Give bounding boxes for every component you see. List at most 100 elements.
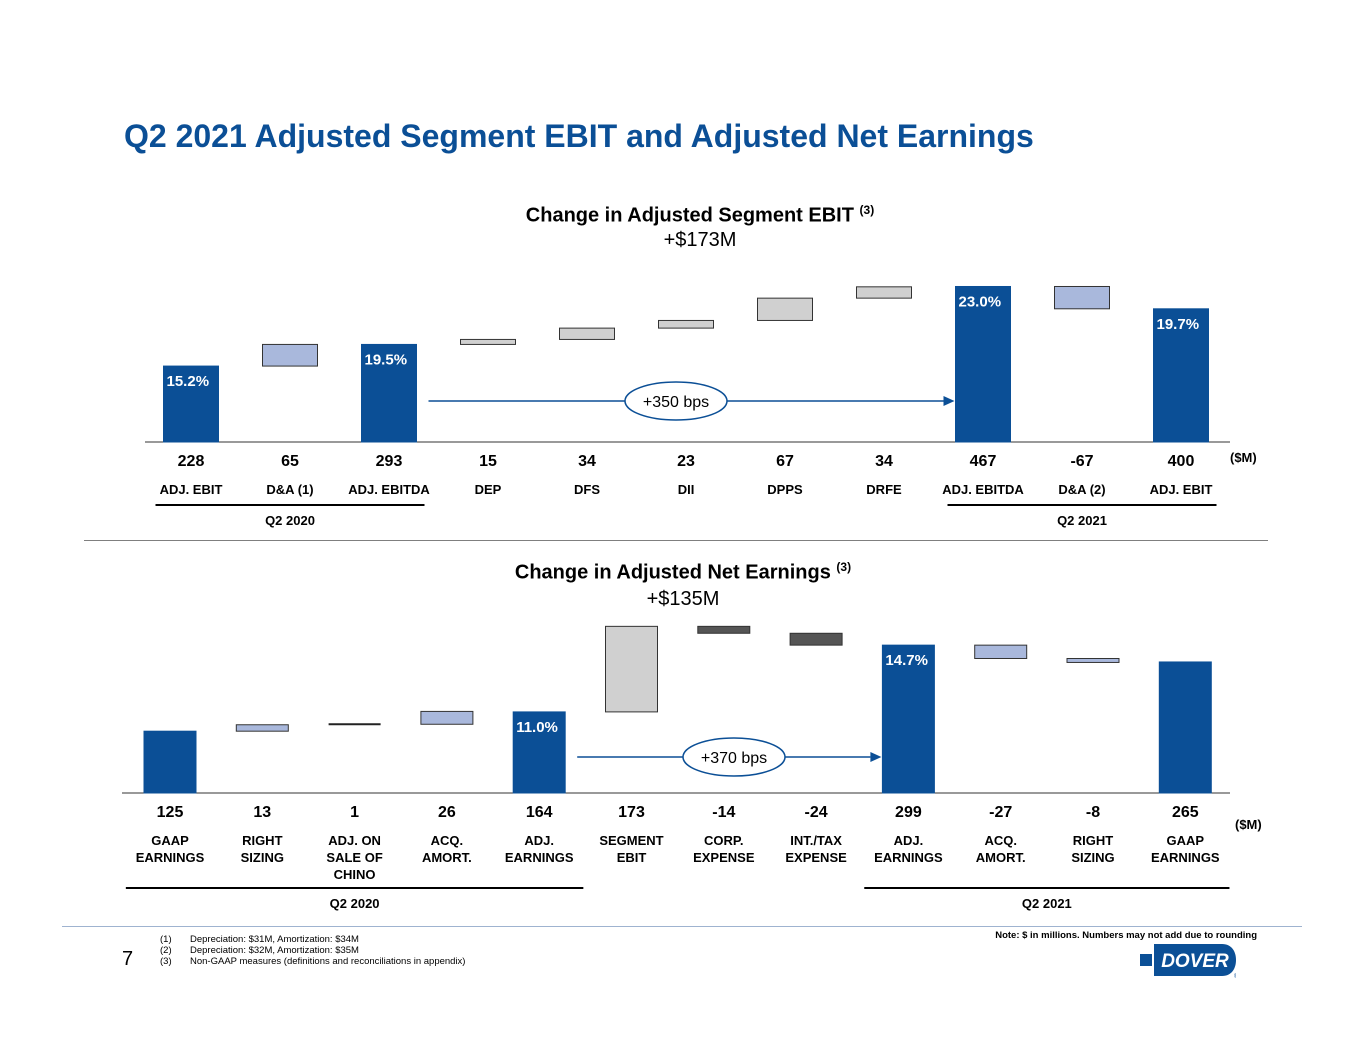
category-label-9: D&A (2) — [1058, 482, 1105, 497]
value-label-2: 293 — [376, 453, 403, 470]
ebit-waterfall-chart: 15.2% 228 ADJ. EBIT 65 D&A (1) 19.5% 293 ADJ. E… — [145, 285, 1257, 528]
bar-10 — [1066, 657, 1120, 663]
value-label-6: -14 — [712, 804, 735, 821]
footnote-3: (3) Non-GAAP measures (definitions and re… — [160, 956, 465, 967]
value-label-10: 400 — [1168, 453, 1195, 470]
bar-9 — [974, 644, 1028, 659]
value-label-10: -8 — [1086, 804, 1100, 821]
earnings-waterfall-chart: 125 GAAP EARNINGS 13 RIGHT SIZING 1 ADJ. ON SALE… — [122, 625, 1262, 911]
category-label-5-0: SEGMENT — [599, 833, 663, 848]
value-label-0: 125 — [157, 804, 184, 821]
category-label-11-1: EARNINGS — [1151, 850, 1220, 865]
value-label-4: 34 — [578, 453, 596, 470]
category-label-4-0: ADJ. — [524, 833, 554, 848]
bar-11 — [1158, 661, 1212, 794]
bar-0 — [163, 365, 219, 443]
value-label-3: 26 — [438, 804, 456, 821]
value-label-9: -27 — [989, 804, 1012, 821]
footnotes: (1) Depreciation: $31M, Amortization: $34… — [160, 934, 465, 967]
category-label-10: ADJ. EBIT — [1150, 482, 1213, 497]
category-label-2-2: CHINO — [334, 867, 376, 882]
margin-arrow-head — [943, 396, 955, 406]
callout-oval — [624, 381, 728, 421]
group-label-0: Q2 2020 — [330, 896, 380, 911]
category-label-5: DII — [678, 482, 695, 497]
category-label-7: DRFE — [866, 482, 902, 497]
footnote-1: (1) Depreciation: $31M, Amortization: $34… — [160, 934, 465, 945]
ebit-chart-subtitle: +$173M — [663, 229, 737, 251]
category-label-2-0: ADJ. ON — [328, 833, 381, 848]
category-label-3-0: ACQ. — [431, 833, 464, 848]
bar-4 — [559, 327, 615, 340]
page-title: Q2 2021 Adjusted Segment EBIT and Adjust… — [124, 118, 1034, 154]
footnote-1-number: (1) — [160, 934, 172, 945]
value-label-9: -67 — [1070, 453, 1093, 470]
value-label-5: 23 — [677, 453, 695, 470]
category-label-11-0: GAAP — [1167, 833, 1205, 848]
category-label-4-1: EARNINGS — [505, 850, 574, 865]
margin-arrow-head — [870, 752, 882, 762]
value-label-11: 265 — [1172, 804, 1199, 821]
group-label-0: Q2 2020 — [265, 513, 315, 528]
value-label-4: 164 — [526, 804, 553, 821]
bar-2 — [361, 343, 417, 443]
category-label-10-0: RIGHT — [1073, 833, 1114, 848]
value-label-8: 299 — [895, 804, 922, 821]
bar-6 — [757, 297, 813, 321]
margin-label-8: 23.0% — [959, 293, 1002, 310]
category-label-6-0: CORP. — [704, 833, 744, 848]
margin-label-2: 19.5% — [365, 351, 408, 368]
category-label-8: ADJ. EBITDA — [942, 482, 1024, 497]
earnings-chart-subtitle: +$135M — [646, 588, 720, 610]
footnote-3-text: Non-GAAP measures (definitions and recon… — [190, 956, 466, 967]
category-label-9-0: ACQ. — [984, 833, 1017, 848]
earnings-chart-title: Change in Adjusted Net Earnings (3) — [383, 560, 983, 585]
category-label-6-1: EXPENSE — [693, 850, 755, 865]
bar-3 — [420, 710, 474, 725]
category-label-4: DFS — [574, 482, 600, 497]
category-label-2-1: SALE OF — [326, 850, 382, 865]
value-label-3: 15 — [479, 453, 497, 470]
ebit-chart-title-footnote: (3) — [859, 203, 875, 217]
earnings-chart-title-text: Change in Adjusted Net Earnings — [514, 561, 831, 584]
earnings-chart-title-footnote: (3) — [836, 560, 852, 574]
bar-10 — [1153, 308, 1209, 443]
footnote-2: (2) Depreciation: $32M, Amortization: $35… — [160, 945, 465, 956]
value-label-1: 65 — [281, 453, 299, 470]
value-label-8: 467 — [970, 453, 997, 470]
footnote-1-text: Depreciation: $31M, Amortization: $34M — [190, 934, 359, 945]
category-label-1: D&A (1) — [266, 482, 313, 497]
footnote-3-number: (3) — [160, 956, 172, 967]
margin-label-4: 11.0% — [516, 719, 558, 736]
margin-label-10: 19.7% — [1157, 316, 1200, 333]
page-number: 7 — [122, 948, 134, 970]
margin-label-8: 14.7% — [885, 652, 928, 669]
footnote-2-number: (2) — [160, 945, 172, 956]
units-label: ($M) — [1235, 817, 1262, 832]
category-label-8-1: EARNINGS — [874, 850, 943, 865]
bar-7 — [789, 632, 843, 646]
value-label-6: 67 — [776, 453, 794, 470]
bar-7 — [856, 286, 912, 299]
bar-8 — [881, 644, 935, 794]
category-label-2: ADJ. EBITDA — [348, 482, 430, 497]
value-label-7: 34 — [875, 453, 893, 470]
bar-4 — [512, 711, 566, 794]
footnote-2-text: Depreciation: $32M, Amortization: $35M — [190, 945, 359, 956]
dover-logo: DOVER ® — [1140, 944, 1236, 978]
bar-1 — [262, 343, 318, 367]
callout-label: +350 bps — [643, 394, 709, 411]
svg-text:®: ® — [1234, 973, 1236, 978]
callout-label: +370 bps — [701, 750, 767, 767]
category-label-1-0: RIGHT — [242, 833, 283, 848]
category-label-5-1: EBIT — [617, 850, 647, 865]
callout-oval — [682, 737, 786, 777]
rounding-note: Note: $ in millions. Numbers may not add… — [995, 930, 1257, 941]
category-label-1-1: SIZING — [241, 850, 284, 865]
ebit-chart-title-text: Change in Adjusted Segment EBIT — [525, 204, 854, 227]
bar-1 — [235, 724, 289, 732]
bar-3 — [460, 338, 516, 345]
category-label-3: DEP — [475, 482, 502, 497]
category-label-10-1: SIZING — [1071, 850, 1114, 865]
group-label-1: Q2 2021 — [1057, 513, 1107, 528]
